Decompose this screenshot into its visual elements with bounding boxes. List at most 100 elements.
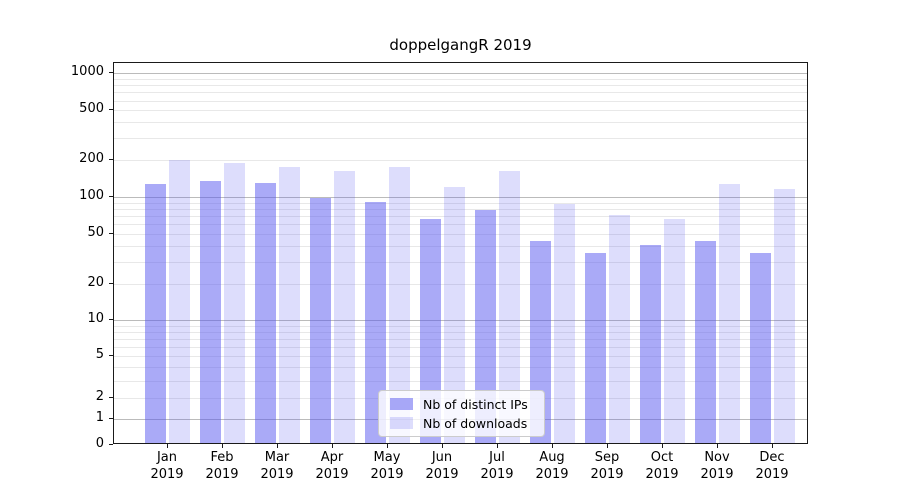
x-tick-mark (222, 444, 223, 448)
x-tick-mark (167, 444, 168, 448)
y-tick-label: 10 (87, 311, 104, 326)
y-tick-mark (109, 355, 113, 356)
gridline-minor (114, 203, 807, 204)
x-tick-month: Mar (264, 450, 290, 465)
x-tick-month: Oct (650, 450, 674, 465)
legend-label-downloads: Nb of downloads (423, 415, 528, 431)
y-tick-label: 500 (79, 101, 104, 116)
bar-downloads-dec (774, 189, 795, 443)
bar-downloads-jul (499, 171, 520, 443)
y-tick-mark (109, 109, 113, 110)
gridline-minor (114, 92, 807, 93)
gridline-minor (114, 209, 807, 210)
x-tick-month: Jun (431, 450, 453, 465)
gridline-minor (114, 367, 807, 368)
y-tick-mark (109, 319, 113, 320)
x-tick-year: 2019 (535, 467, 569, 482)
legend-label-distinct-ips: Nb of distinct IPs (423, 396, 528, 412)
x-tick-year: 2019 (260, 467, 294, 482)
bar-downloads-apr (334, 171, 355, 443)
y-tick-mark (109, 283, 113, 284)
bar-downloads-jan (169, 160, 190, 443)
bar-distinct-ips-may (365, 202, 386, 443)
x-tick-mark (442, 444, 443, 448)
gridline-minor (114, 216, 807, 217)
x-tick-year: 2019 (590, 467, 624, 482)
gridline-minor (114, 381, 807, 382)
bar-distinct-ips-sep (585, 253, 606, 443)
x-tick-mark (607, 444, 608, 448)
gridline-minor (114, 85, 807, 86)
bar-downloads-oct (664, 219, 685, 443)
bar-distinct-ips-nov (695, 241, 716, 443)
y-tick-mark (109, 397, 113, 398)
x-tick-label: Jan 2019 (135, 449, 199, 483)
x-tick-month: Nov (704, 450, 730, 465)
bar-downloads-mar (279, 167, 300, 443)
x-tick-month: Feb (210, 450, 234, 465)
gridline-minor (114, 79, 807, 80)
bar-distinct-ips-mar (255, 183, 276, 443)
y-tick-label: 2 (95, 389, 104, 404)
gridline-major (114, 197, 807, 198)
x-tick-year: 2019 (150, 467, 184, 482)
x-tick-month: Sep (594, 450, 620, 465)
gridline-minor (114, 284, 807, 285)
y-tick-mark (109, 444, 113, 445)
gridline-minor (114, 356, 807, 357)
bar-distinct-ips-oct (640, 245, 661, 443)
x-tick-mark (552, 444, 553, 448)
gridline-minor (114, 246, 807, 247)
y-tick-mark (109, 233, 113, 234)
bar-downloads-feb (224, 163, 245, 443)
x-tick-month: May (373, 450, 401, 465)
gridline-minor (114, 138, 807, 139)
gridline-minor (114, 332, 807, 333)
y-tick-mark (109, 72, 113, 73)
gridline-minor (114, 160, 807, 161)
gridline-minor (114, 347, 807, 348)
x-tick-label: Aug 2019 (520, 449, 584, 483)
x-tick-label: May 2019 (355, 449, 419, 483)
x-tick-label: Mar 2019 (245, 449, 309, 483)
x-tick-year: 2019 (315, 467, 349, 482)
bar-distinct-ips-apr (310, 198, 331, 443)
x-tick-label: Apr 2019 (300, 449, 364, 483)
x-tick-year: 2019 (205, 467, 239, 482)
x-tick-label: Oct 2019 (630, 449, 694, 483)
plot-area (113, 62, 808, 444)
y-tick-label: 5 (95, 347, 104, 362)
gridline-minor (114, 122, 807, 123)
y-tick-mark (109, 159, 113, 160)
x-tick-year: 2019 (645, 467, 679, 482)
bar-distinct-ips-jun (420, 219, 441, 443)
y-tick-label: 1000 (70, 64, 104, 79)
y-tick-mark (109, 418, 113, 419)
x-tick-mark (387, 444, 388, 448)
x-tick-label: Sep 2019 (575, 449, 639, 483)
x-tick-label: Nov 2019 (685, 449, 749, 483)
gridline-minor (114, 101, 807, 102)
x-tick-month: Jan (156, 450, 178, 465)
x-tick-mark (332, 444, 333, 448)
x-tick-month: Jul (489, 450, 505, 465)
x-tick-mark (497, 444, 498, 448)
x-tick-label: Dec 2019 (740, 449, 804, 483)
legend-swatch-downloads (390, 417, 413, 429)
x-tick-label: Jul 2019 (465, 449, 529, 483)
x-tick-mark (717, 444, 718, 448)
gridline-major (114, 320, 807, 321)
gridline-minor (114, 339, 807, 340)
legend-entry-downloads: Nb of downloads (390, 416, 544, 431)
gridline-minor (114, 262, 807, 263)
bar-downloads-aug (554, 204, 575, 443)
x-tick-label: Feb 2019 (190, 449, 254, 483)
x-tick-mark (772, 444, 773, 448)
y-tick-label: 1 (95, 410, 104, 425)
y-tick-label: 20 (87, 275, 104, 290)
bar-downloads-sep (609, 215, 630, 443)
chart-title: doppelgangR 2019 (389, 36, 532, 54)
x-tick-month: Dec (759, 450, 785, 465)
bar-distinct-ips-jul (475, 210, 496, 443)
x-tick-year: 2019 (370, 467, 404, 482)
